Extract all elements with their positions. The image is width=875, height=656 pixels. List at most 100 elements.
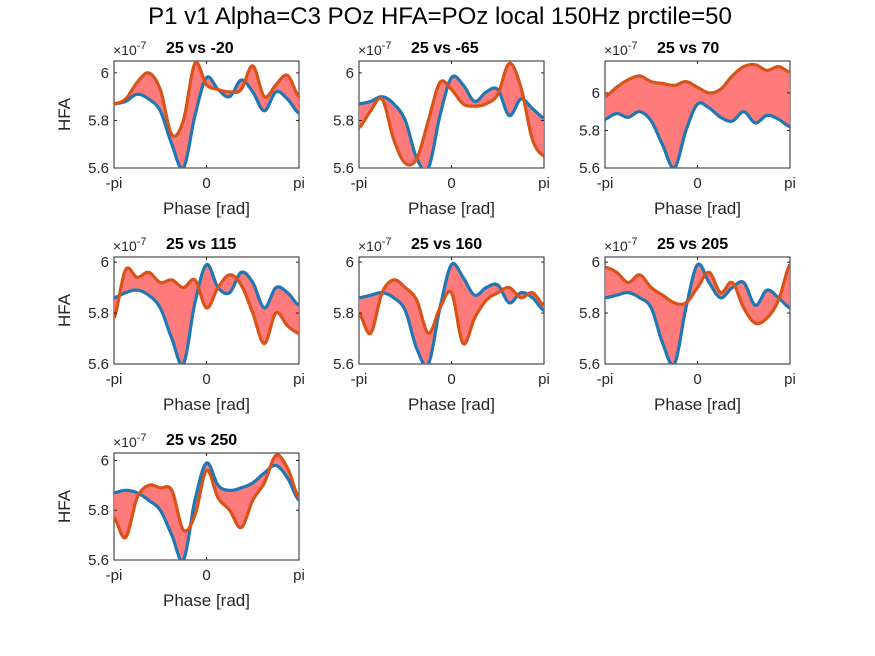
y-tick-label: 6 <box>101 452 109 469</box>
axis-exponent: ×10-7 <box>604 40 638 58</box>
x-axis-label: Phase [rad] <box>163 395 250 414</box>
y-tick-label: 5.8 <box>333 305 354 322</box>
plot-area <box>114 61 299 168</box>
exponent-power: -7 <box>382 40 392 52</box>
y-tick-label: 5.8 <box>579 305 600 322</box>
y-tick-label: 5.8 <box>88 305 109 322</box>
x-tick-label: -pi <box>351 175 368 192</box>
series-line-b <box>605 62 790 99</box>
subplot-title: 25 vs 115 <box>166 236 236 253</box>
subplot-1: 5.6 5.8 6 -pi 0 pi ×10-7 25 vs -20 Phase [rad] HF… <box>55 40 305 218</box>
plot-area <box>359 261 544 364</box>
y-tick-label: 5.8 <box>88 502 109 519</box>
y-axis-label: HFA <box>55 97 74 131</box>
x-axis-label: Phase [rad] <box>408 199 495 218</box>
x-tick-label: pi <box>293 371 305 388</box>
plot-area <box>114 453 299 560</box>
series-line-b <box>114 61 299 138</box>
subplot-title: 25 vs 70 <box>657 40 719 57</box>
series-line-a <box>359 74 544 168</box>
subplot-5: 5.6 5.8 6 -pi 0 pi ×10-7 25 vs 160 Phase [rad] <box>333 236 550 414</box>
series-line-b <box>114 453 299 540</box>
series-line-b <box>359 278 544 346</box>
x-tick-label: pi <box>293 567 305 584</box>
x-tick-label: -pi <box>106 567 123 584</box>
y-tick-label: 5.6 <box>579 356 600 373</box>
series-line-a <box>359 261 544 364</box>
subplot-title: 25 vs 160 <box>411 236 482 253</box>
series-line-b <box>605 263 790 326</box>
x-tick-label: -pi <box>106 175 123 192</box>
x-tick-label: 0 <box>447 371 455 388</box>
plot-area <box>605 262 790 364</box>
difference-fill <box>605 64 790 168</box>
plot-area <box>114 262 299 364</box>
y-tick-label: 5.6 <box>579 160 600 177</box>
x-tick-label: pi <box>784 371 796 388</box>
x-tick-label: 0 <box>202 567 210 584</box>
y-tick-label: 5.8 <box>88 112 109 129</box>
difference-fill <box>114 455 299 560</box>
y-tick-label: 6 <box>101 65 109 82</box>
subplot-3: 5.6 5.8 6 -pi 0 pi ×10-7 25 vs 70 Phase [rad] <box>579 40 796 218</box>
series-line-a <box>605 262 790 364</box>
x-tick-label: 0 <box>447 175 455 192</box>
exponent-power: -7 <box>137 236 147 248</box>
subplot-title: 25 vs 205 <box>657 236 728 253</box>
axis-exponent: ×10-7 <box>358 40 392 58</box>
exponent-power: -7 <box>628 236 638 248</box>
exponent-base: ×10 <box>358 42 382 58</box>
plot-area <box>359 61 544 168</box>
x-tick-label: 0 <box>202 371 210 388</box>
x-tick-label: -pi <box>351 371 368 388</box>
exponent-power: -7 <box>628 40 638 52</box>
x-tick-label: 0 <box>693 175 701 192</box>
y-tick-label: 6 <box>592 85 600 102</box>
subplot-title: 25 vs -20 <box>166 40 234 57</box>
x-tick-label: pi <box>538 371 550 388</box>
axis-exponent: ×10-7 <box>113 40 147 58</box>
x-axis-label: Phase [rad] <box>654 199 741 218</box>
x-axis-label: Phase [rad] <box>163 199 250 218</box>
exponent-base: ×10 <box>113 238 137 254</box>
y-tick-label: 5.6 <box>333 160 354 177</box>
y-tick-label: 5.6 <box>88 552 109 569</box>
series-line-b <box>114 266 299 346</box>
x-tick-label: 0 <box>202 175 210 192</box>
y-axis-label: HFA <box>55 489 74 523</box>
exponent-power: -7 <box>137 40 147 52</box>
plot-area <box>605 62 790 168</box>
exponent-base: ×10 <box>604 42 628 58</box>
x-tick-label: -pi <box>597 175 614 192</box>
exponent-power: -7 <box>382 236 392 248</box>
y-tick-label: 6 <box>346 65 354 82</box>
y-tick-label: 5.8 <box>579 122 600 139</box>
x-tick-label: -pi <box>106 371 123 388</box>
x-tick-label: pi <box>538 175 550 192</box>
axis-exponent: ×10-7 <box>113 432 147 450</box>
exponent-power: -7 <box>137 432 147 444</box>
y-tick-label: 6 <box>592 254 600 271</box>
subplot-4: 5.6 5.8 6 -pi 0 pi ×10-7 25 vs 115 Phase [rad] HF… <box>55 236 305 414</box>
y-tick-label: 5.6 <box>333 356 354 373</box>
y-tick-label: 5.6 <box>88 356 109 373</box>
exponent-base: ×10 <box>604 238 628 254</box>
axis-exponent: ×10-7 <box>358 236 392 254</box>
x-axis-label: Phase [rad] <box>654 395 741 414</box>
y-axis-label: HFA <box>55 293 74 327</box>
subplot-7: 5.6 5.8 6 -pi 0 pi ×10-7 25 vs 250 Phase [rad] HF… <box>55 432 305 610</box>
subplot-title: 25 vs -65 <box>411 40 479 57</box>
difference-fill <box>114 264 299 364</box>
exponent-base: ×10 <box>113 42 137 58</box>
exponent-base: ×10 <box>358 238 382 254</box>
y-tick-label: 5.6 <box>88 160 109 177</box>
x-tick-label: 0 <box>693 371 701 388</box>
x-tick-label: -pi <box>597 371 614 388</box>
x-tick-label: pi <box>784 175 796 192</box>
x-axis-label: Phase [rad] <box>408 395 495 414</box>
x-axis-label: Phase [rad] <box>163 591 250 610</box>
y-tick-label: 5.8 <box>333 112 354 129</box>
series-line-a <box>114 75 299 168</box>
series-line-b <box>359 61 544 167</box>
